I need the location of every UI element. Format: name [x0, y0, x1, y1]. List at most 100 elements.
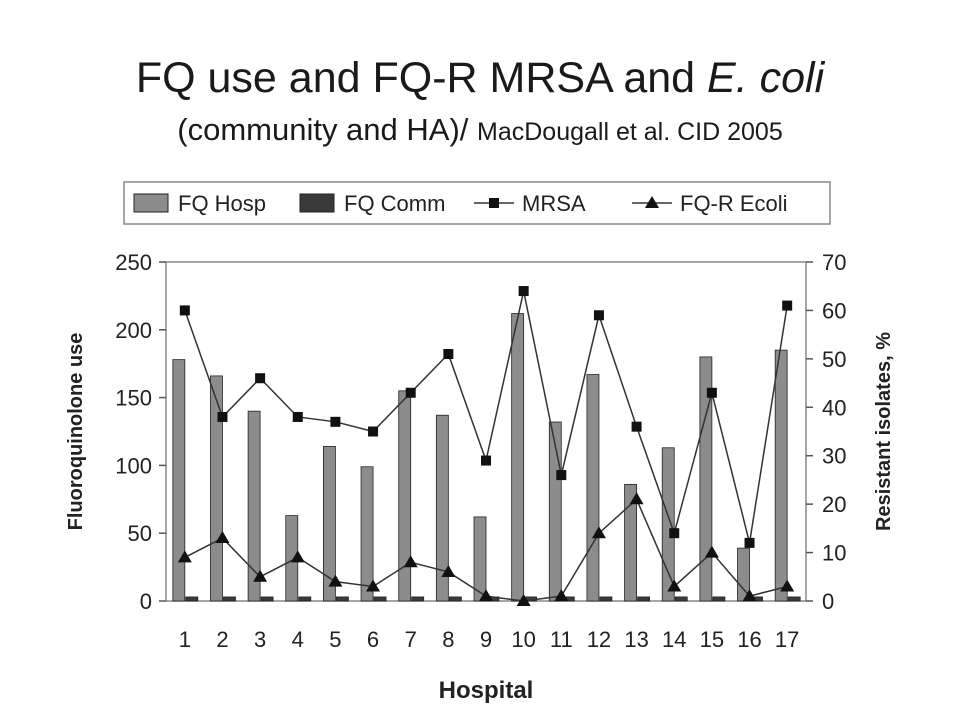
- x-tick-label: 14: [662, 627, 686, 652]
- point-fq-r-ecoli: [667, 579, 682, 592]
- bar-fq-hosp: [511, 313, 525, 602]
- y2-tick-label: 10: [822, 541, 846, 566]
- x-tick-label: 17: [775, 627, 799, 652]
- y-axis-title: Fluoroquinolone use: [65, 333, 87, 531]
- bar-fq-comm: [599, 596, 613, 602]
- bar-fq-comm: [373, 596, 387, 602]
- y2-tick-label: 20: [822, 492, 846, 517]
- point-mrsa: [255, 373, 266, 384]
- bar-fq-comm: [411, 596, 425, 602]
- point-fq-r-ecoli: [366, 579, 381, 592]
- point-mrsa: [593, 310, 604, 321]
- bar-fq-comm: [223, 596, 236, 602]
- x-tick-label: 13: [624, 627, 648, 652]
- y-tick-label: 200: [115, 318, 152, 343]
- x-tick-label: 15: [700, 627, 724, 652]
- title-organism: E. coli: [707, 54, 825, 102]
- bar-fq-hosp: [435, 414, 449, 602]
- x-tick-label: 5: [329, 627, 341, 652]
- x-tick-label: 16: [737, 627, 761, 652]
- point-mrsa: [556, 470, 567, 481]
- legend-fq-hosp-label: FQ Hosp: [178, 191, 266, 216]
- y2-axis-title: Resistant isolates, %: [873, 332, 895, 531]
- point-fq-r-ecoli: [328, 574, 343, 587]
- point-fq-r-ecoli: [441, 564, 456, 577]
- bar-fq-comm: [712, 596, 726, 602]
- point-fq-r-ecoli: [177, 550, 192, 563]
- point-fq-r-ecoli: [704, 545, 719, 558]
- legend-fq-comm-swatch: [299, 193, 335, 213]
- x-tick-label: 4: [292, 627, 304, 652]
- bar-fq-comm: [787, 596, 801, 602]
- bar-fq-comm: [674, 596, 688, 602]
- bar-fq-hosp: [360, 466, 374, 602]
- y2-tick-label: 50: [822, 347, 846, 372]
- x-tick-label: 10: [511, 627, 535, 652]
- page-subtitle: (community and HA)/ MacDougall et al. CI…: [0, 110, 960, 152]
- y2-tick-label: 40: [822, 395, 846, 420]
- point-fq-r-ecoli: [742, 589, 757, 602]
- x-tick-label: 6: [367, 627, 379, 652]
- line-mrsa: [184, 290, 788, 544]
- bar-fq-hosp: [624, 483, 637, 602]
- bar-fq-hosp: [774, 349, 788, 602]
- bar-fq-comm: [336, 596, 349, 602]
- point-fq-r-ecoli: [554, 589, 569, 602]
- legend-fq-hosp-swatch: [133, 193, 169, 213]
- legend-fq-r-ecoli-label: FQ-R Ecoli: [680, 191, 788, 216]
- point-fq-r-ecoli: [591, 526, 606, 539]
- point-fq-r-ecoli: [403, 555, 418, 568]
- x-tick-label: 8: [442, 627, 454, 652]
- bar-fq-hosp: [398, 390, 412, 602]
- y2-tick-label: 60: [822, 298, 846, 323]
- bar-fq-hosp: [210, 375, 223, 602]
- y-tick-label: 100: [115, 453, 152, 478]
- bar-fq-hosp: [661, 447, 675, 602]
- point-mrsa: [292, 411, 303, 422]
- point-mrsa: [744, 537, 755, 548]
- x-tick-label: 11: [550, 627, 573, 652]
- bar-fq-hosp: [172, 359, 186, 602]
- x-tick-label: 2: [216, 627, 228, 652]
- x-tick-label: 1: [179, 627, 191, 652]
- point-fq-r-ecoli: [629, 492, 644, 505]
- point-mrsa: [706, 387, 717, 398]
- point-mrsa: [405, 387, 416, 398]
- point-mrsa: [782, 300, 793, 311]
- x-tick-label: 12: [587, 627, 611, 652]
- bar-fq-hosp: [247, 410, 261, 602]
- bar-fq-comm: [260, 596, 274, 602]
- point-mrsa: [368, 426, 379, 437]
- x-tick-label: 7: [405, 627, 417, 652]
- point-mrsa: [330, 416, 341, 427]
- point-fq-r-ecoli: [516, 594, 531, 606]
- point-mrsa: [631, 421, 642, 432]
- x-axis-title: Hospital: [439, 677, 534, 704]
- page-title: FQ use and FQ-R MRSA and E. coli: [0, 52, 960, 104]
- y-tick-label: 150: [115, 386, 152, 411]
- y2-tick-label: 30: [822, 444, 846, 469]
- bar-fq-comm: [185, 596, 199, 602]
- bar-fq-hosp: [699, 356, 713, 602]
- legend-fq-comm-label: FQ Comm: [344, 191, 445, 216]
- title-main: FQ use and FQ-R MRSA and: [135, 54, 708, 102]
- y2-tick-label: 0: [822, 589, 834, 614]
- subtitle-citation: MacDougall et al. CID 2005: [477, 118, 783, 146]
- bar-fq-comm: [448, 596, 462, 602]
- x-tick-label: 9: [480, 627, 492, 652]
- point-mrsa: [217, 411, 228, 422]
- point-fq-r-ecoli: [290, 550, 305, 563]
- y2-tick-label: 70: [822, 250, 846, 275]
- bar-fq-hosp: [586, 374, 600, 602]
- point-fq-r-ecoli: [253, 569, 268, 582]
- point-fq-r-ecoli: [215, 531, 230, 544]
- point-mrsa: [443, 349, 454, 360]
- point-fq-r-ecoli: [479, 589, 493, 602]
- bar-fq-comm: [298, 596, 312, 602]
- point-mrsa: [669, 528, 680, 539]
- y-tick-label: 250: [115, 250, 152, 275]
- point-mrsa: [518, 286, 529, 297]
- x-tick-label: 3: [254, 627, 266, 652]
